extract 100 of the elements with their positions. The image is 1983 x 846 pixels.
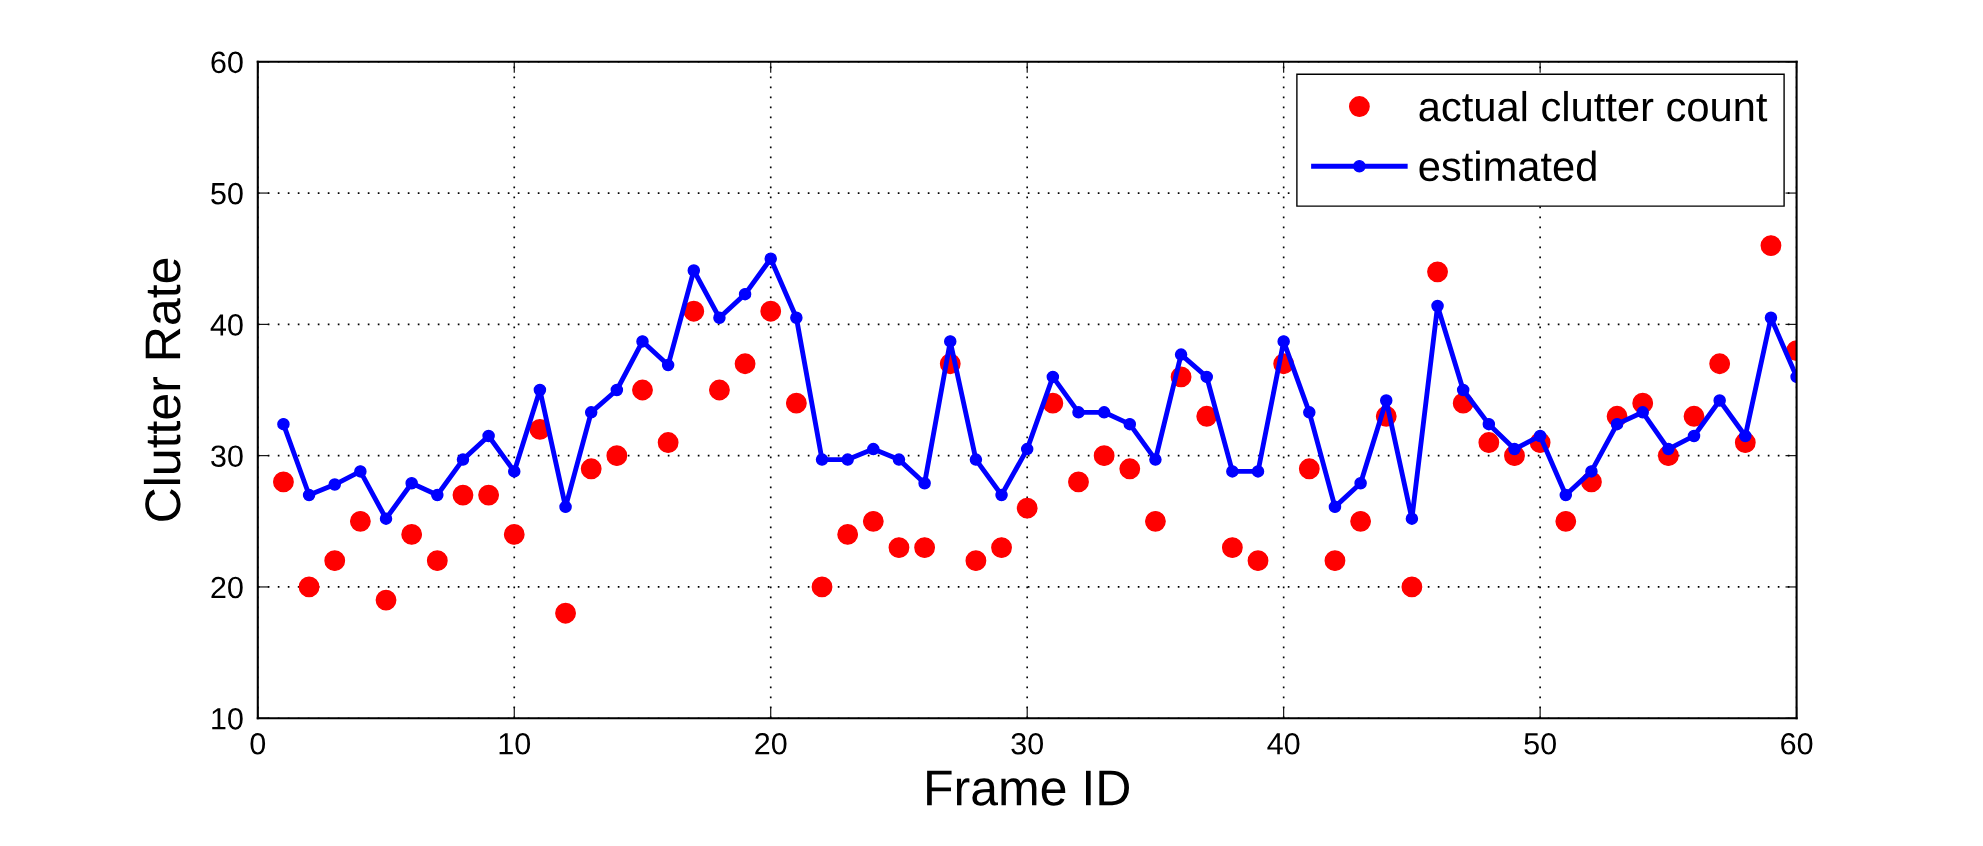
x-tick-label: 30	[1011, 732, 1043, 755]
y-tick-label: 60	[211, 51, 243, 74]
point	[1713, 394, 1726, 407]
point	[328, 478, 341, 491]
point	[1277, 335, 1290, 348]
point	[1401, 576, 1423, 598]
point	[298, 576, 320, 598]
point	[1508, 442, 1521, 456]
point	[1456, 383, 1470, 397]
point	[1636, 406, 1649, 419]
point	[815, 453, 829, 466]
point	[431, 488, 444, 502]
point	[1119, 458, 1141, 480]
point	[1298, 458, 1320, 480]
point	[1072, 406, 1085, 419]
point	[1303, 406, 1316, 419]
legend-label: actual clutter count	[1419, 90, 1768, 122]
point	[1379, 394, 1393, 407]
y-axis-title: Clutter Rate	[143, 258, 181, 521]
point	[478, 484, 500, 506]
point	[375, 589, 397, 611]
x-tick-label: 10	[499, 732, 531, 755]
point	[1478, 432, 1500, 453]
point	[657, 432, 679, 453]
point	[580, 458, 602, 480]
point	[888, 537, 910, 558]
point	[636, 335, 649, 348]
point	[324, 550, 346, 572]
point	[1764, 311, 1778, 325]
point	[785, 392, 807, 414]
point	[456, 453, 470, 466]
point	[606, 445, 628, 467]
y-tick-label: 50	[211, 182, 243, 205]
point	[661, 358, 675, 372]
point	[1174, 348, 1188, 361]
point	[277, 417, 290, 431]
point	[1200, 370, 1213, 384]
point	[508, 465, 521, 478]
x-axis-title: Frame ID	[927, 770, 1129, 806]
point	[1709, 353, 1731, 375]
y-tick-label: 10	[212, 707, 243, 730]
point	[1016, 497, 1038, 519]
point	[944, 335, 957, 348]
point	[1555, 510, 1577, 532]
point	[709, 379, 730, 401]
point	[584, 406, 598, 419]
point	[401, 524, 423, 545]
point	[1482, 417, 1496, 431]
point	[811, 576, 833, 598]
point	[1093, 445, 1115, 467]
point	[1328, 500, 1342, 514]
y-tick-label: 40	[210, 314, 243, 336]
point	[1662, 442, 1675, 456]
point	[1405, 512, 1419, 525]
point	[354, 465, 367, 478]
point	[760, 300, 782, 322]
point	[1683, 405, 1705, 427]
point	[1687, 429, 1701, 443]
point	[841, 453, 854, 466]
point	[687, 264, 701, 277]
point	[914, 537, 936, 558]
point	[1247, 550, 1269, 572]
point	[1145, 510, 1166, 532]
point	[1324, 550, 1346, 572]
point	[379, 512, 393, 525]
point	[991, 537, 1012, 558]
point	[349, 510, 371, 532]
point	[1149, 453, 1162, 466]
point	[503, 524, 525, 545]
point	[559, 500, 572, 514]
point	[426, 550, 448, 572]
y-tick-label: 20	[211, 576, 243, 599]
point	[892, 453, 906, 466]
point	[610, 383, 624, 397]
point	[1226, 465, 1239, 478]
point	[1427, 261, 1448, 283]
point	[302, 488, 316, 502]
y-tick-label: 30	[211, 445, 243, 468]
point	[713, 311, 726, 325]
point	[995, 488, 1008, 502]
x-tick-label: 50	[1524, 732, 1556, 755]
point	[1123, 417, 1137, 431]
point	[683, 300, 705, 322]
point	[1585, 465, 1598, 478]
legend-label: estimated	[1419, 150, 1596, 182]
point	[867, 442, 880, 456]
point	[1068, 471, 1089, 493]
point	[734, 353, 756, 375]
point	[790, 311, 803, 325]
point	[1221, 537, 1243, 558]
x-tick-label: 20	[755, 732, 787, 755]
point	[482, 429, 495, 443]
point	[1350, 510, 1372, 532]
x-tick-label: 40	[1267, 732, 1300, 755]
point	[1559, 488, 1573, 502]
x-tick-label: 0	[250, 732, 266, 755]
point	[533, 383, 547, 397]
point	[405, 476, 418, 490]
point	[764, 252, 777, 265]
point	[738, 287, 752, 301]
